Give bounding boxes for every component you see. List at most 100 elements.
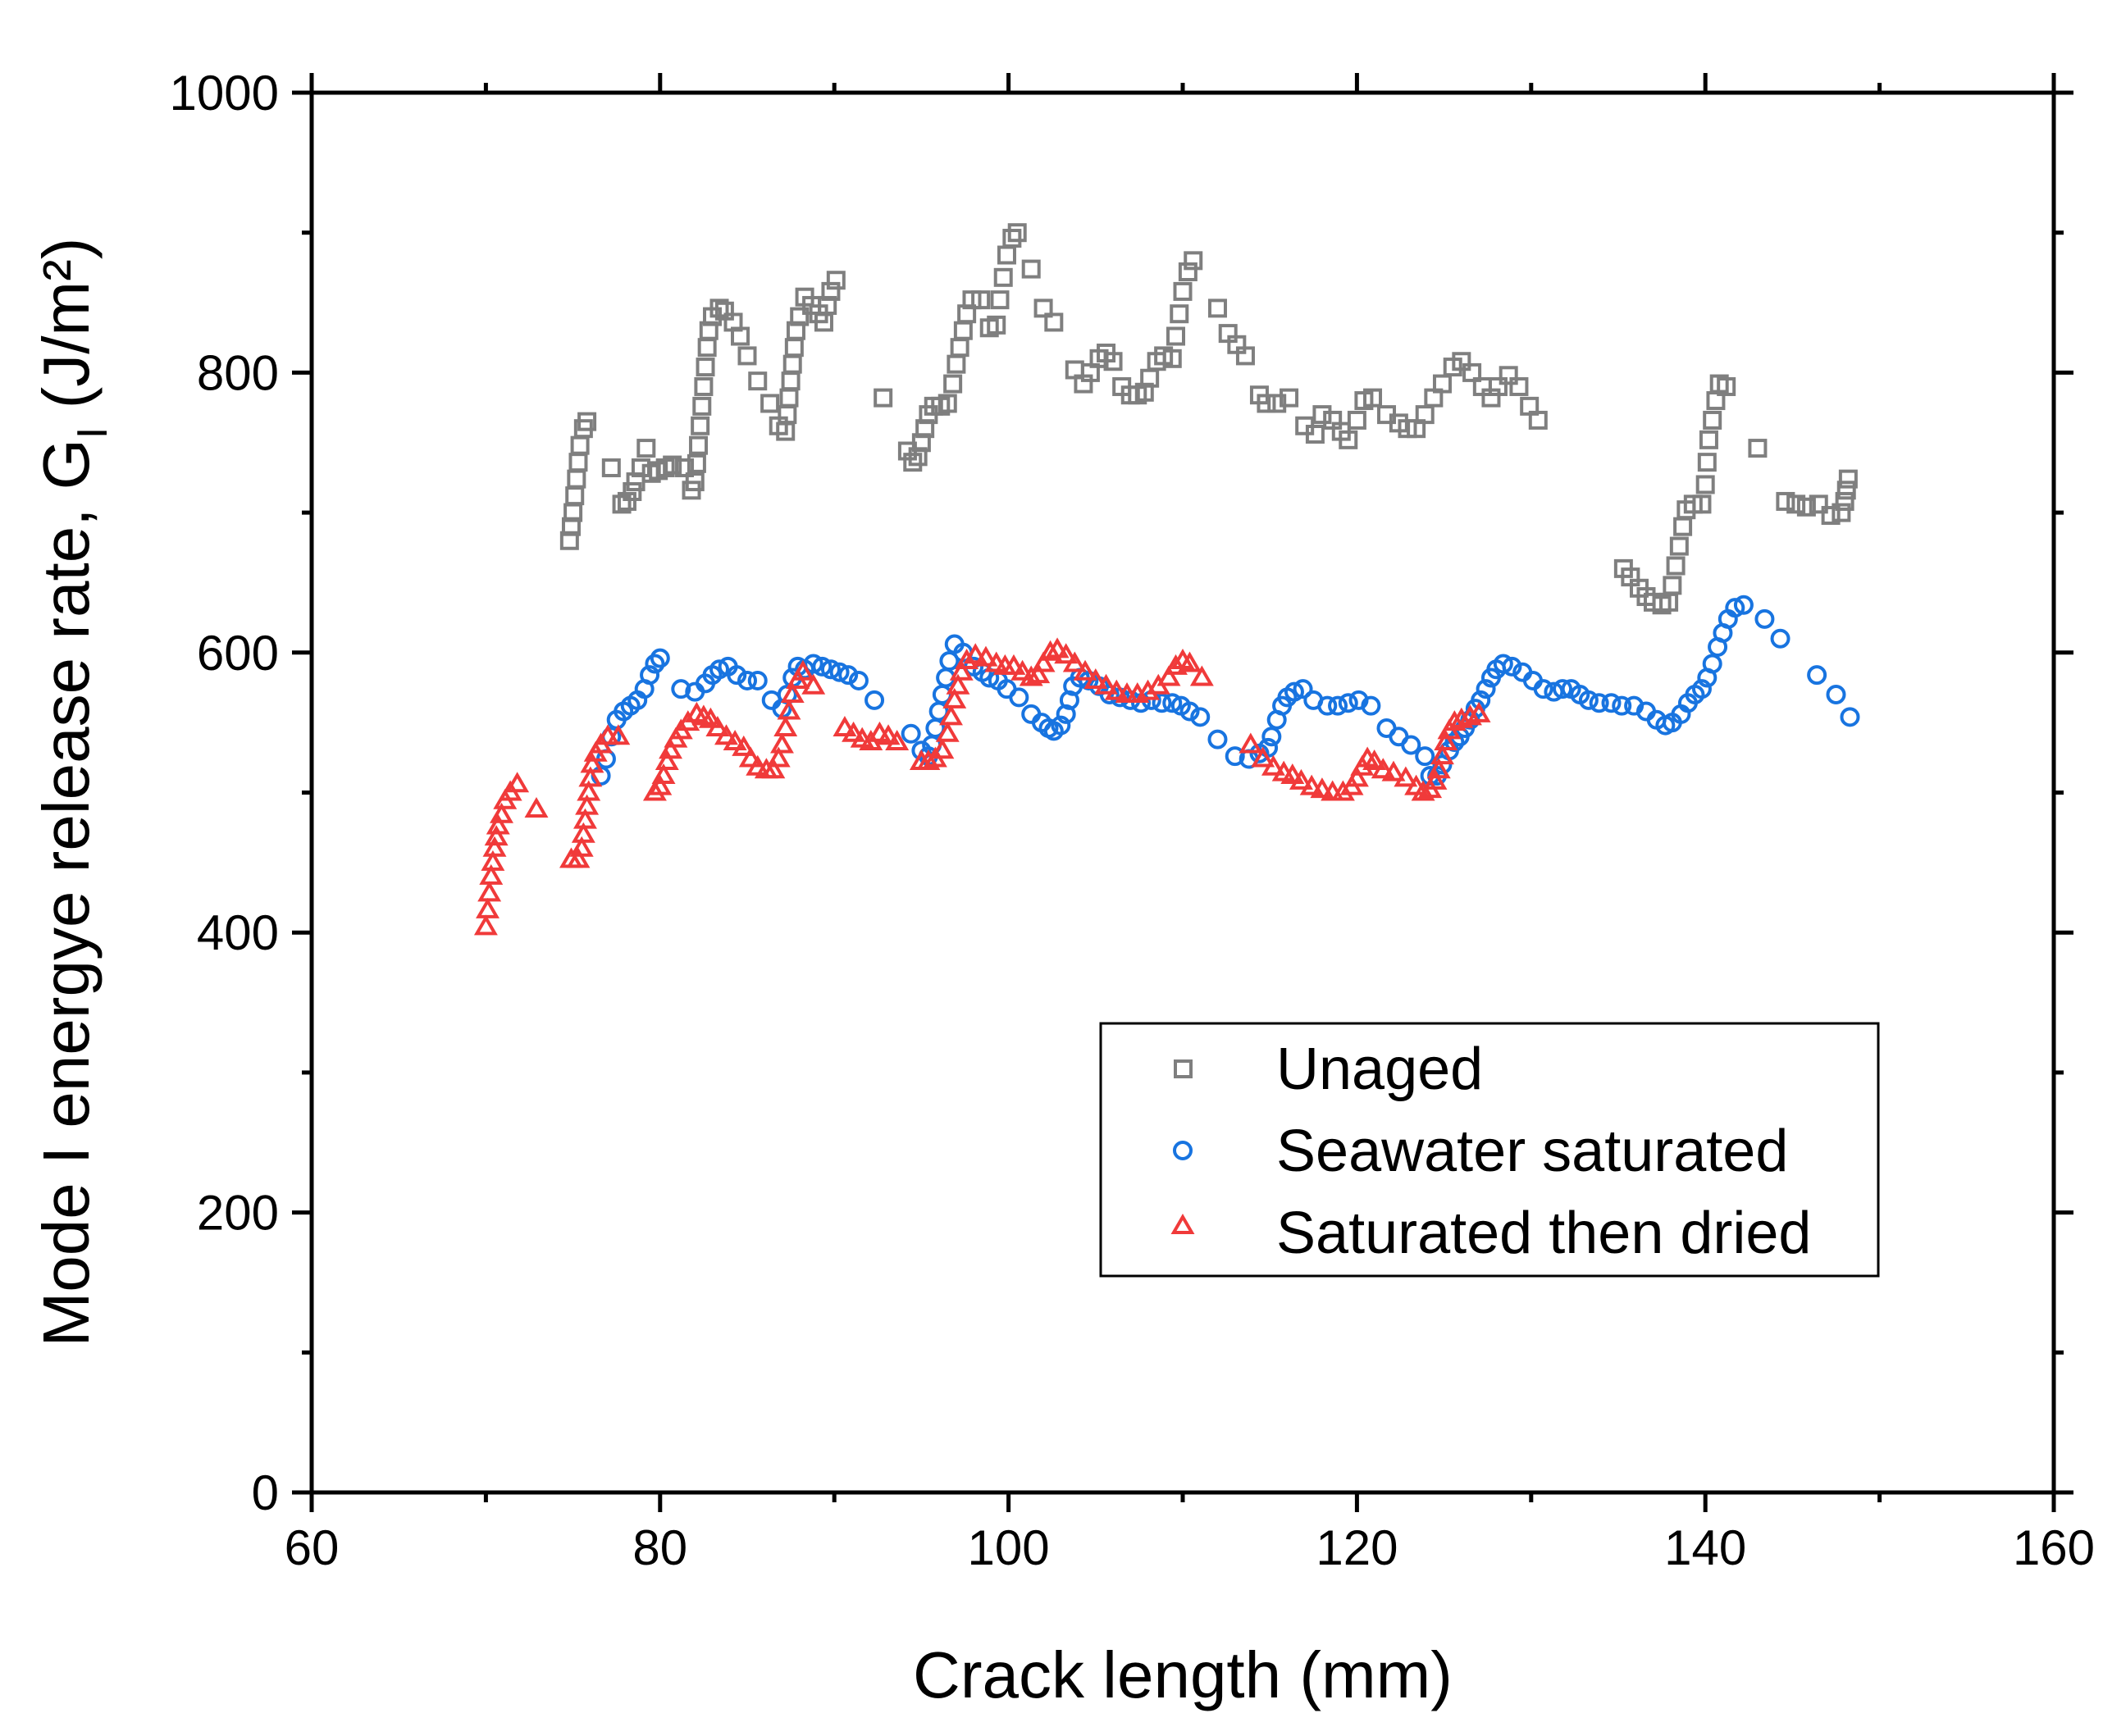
- data-point: [1371, 758, 1395, 779]
- data-point: [942, 687, 967, 709]
- data-point: [1178, 262, 1197, 281]
- data-point: [761, 758, 786, 779]
- data-point: [737, 346, 757, 366]
- data-point: [1401, 735, 1421, 755]
- data-point: [1467, 701, 1491, 722]
- data-point: [821, 281, 841, 301]
- data-point: [1284, 681, 1304, 702]
- data-point: [697, 338, 717, 358]
- legend-marker-seawater: [1173, 1141, 1193, 1160]
- data-point: [1533, 679, 1553, 699]
- data-point: [1426, 758, 1451, 779]
- data-point: [864, 690, 885, 710]
- data-point: [829, 662, 850, 682]
- data-point: [1836, 481, 1856, 500]
- data-point: [481, 850, 505, 871]
- data-point: [648, 774, 673, 795]
- data-point: [1601, 693, 1622, 713]
- data-point: [812, 656, 833, 677]
- data-point: [737, 670, 757, 690]
- data-point: [903, 453, 923, 472]
- data-point: [1703, 410, 1722, 430]
- data-point: [971, 290, 991, 310]
- y-tick-label: 400: [197, 905, 279, 960]
- legend-label-seawater: Seawater saturated: [1276, 1119, 1788, 1184]
- data-point: [1832, 503, 1851, 522]
- data-point: [1280, 763, 1305, 785]
- data-point: [1754, 608, 1775, 629]
- data-point: [1666, 556, 1686, 576]
- data-point: [1699, 430, 1718, 449]
- legend-marker-dried: [1170, 1214, 1195, 1234]
- data-point: [1073, 659, 1097, 681]
- data-point: [1031, 651, 1056, 672]
- x-tick-label: 100: [968, 1520, 1050, 1575]
- x-tick-label: 160: [2013, 1520, 2095, 1575]
- data-point: [990, 290, 1010, 310]
- x-axis-label: Crack length (mm): [913, 1638, 1453, 1711]
- data-point: [760, 394, 780, 413]
- data-point: [1838, 469, 1858, 489]
- data-point: [1166, 326, 1186, 346]
- data-point: [1502, 656, 1522, 677]
- data-point: [935, 721, 960, 742]
- data-point: [1796, 497, 1816, 517]
- data-point: [1488, 376, 1508, 396]
- data-point: [901, 723, 921, 744]
- data-point: [963, 643, 988, 664]
- legend-marker-unaged: [1174, 1059, 1193, 1078]
- axis-ticks: [292, 73, 2073, 1512]
- data-point: [987, 315, 1006, 335]
- data-point: [1164, 654, 1188, 675]
- data-point: [1786, 494, 1806, 514]
- data-point: [874, 388, 893, 408]
- data-point: [842, 721, 866, 742]
- data-point: [482, 836, 507, 857]
- data-point: [1328, 695, 1348, 716]
- data-point: [781, 371, 801, 391]
- data-point: [687, 453, 706, 473]
- data-point: [650, 648, 670, 668]
- data-point: [623, 481, 642, 501]
- data-point: [1434, 730, 1458, 751]
- axis-tick-labels: 60 80 100 120 140 160 0 200 400 600 800 1000: [170, 66, 2096, 1575]
- data-point: [1809, 494, 1828, 514]
- data-point: [1083, 668, 1108, 689]
- data-point: [885, 730, 910, 751]
- data-point: [570, 435, 590, 455]
- data-point: [565, 486, 585, 506]
- data-point: [1189, 665, 1214, 686]
- data-point: [580, 752, 604, 773]
- data-point: [1776, 491, 1795, 511]
- data-point: [723, 730, 747, 751]
- y-axis-label-subscript: I: [69, 427, 116, 439]
- data-point: [1733, 595, 1754, 615]
- data-point: [577, 412, 597, 431]
- data-point: [1449, 707, 1474, 728]
- data-point: [1239, 732, 1263, 754]
- data-point: [1509, 376, 1529, 396]
- legend-label-unaged: Unaged: [1276, 1037, 1483, 1102]
- data-point: [694, 376, 714, 396]
- data-point: [1347, 410, 1366, 430]
- data-point: [1156, 665, 1181, 686]
- data-point: [1179, 701, 1200, 722]
- data-point: [997, 245, 1016, 265]
- data-point: [748, 371, 768, 391]
- data-point: [1452, 352, 1471, 371]
- data-point: [573, 808, 597, 829]
- data-point: [566, 847, 591, 868]
- data-point: [955, 649, 979, 670]
- data-point: [876, 724, 901, 745]
- data-point: [709, 659, 730, 680]
- data-point: [738, 746, 763, 768]
- data-point: [943, 374, 963, 394]
- y-axis-label: Mode I energye release rate, GI (J/m²): [30, 238, 116, 1347]
- data-point: [645, 654, 665, 674]
- data-point: [1821, 506, 1841, 526]
- data-point: [1361, 695, 1381, 716]
- x-tick-label: 60: [285, 1520, 340, 1575]
- data-point: [946, 673, 970, 695]
- data-point: [1305, 425, 1325, 444]
